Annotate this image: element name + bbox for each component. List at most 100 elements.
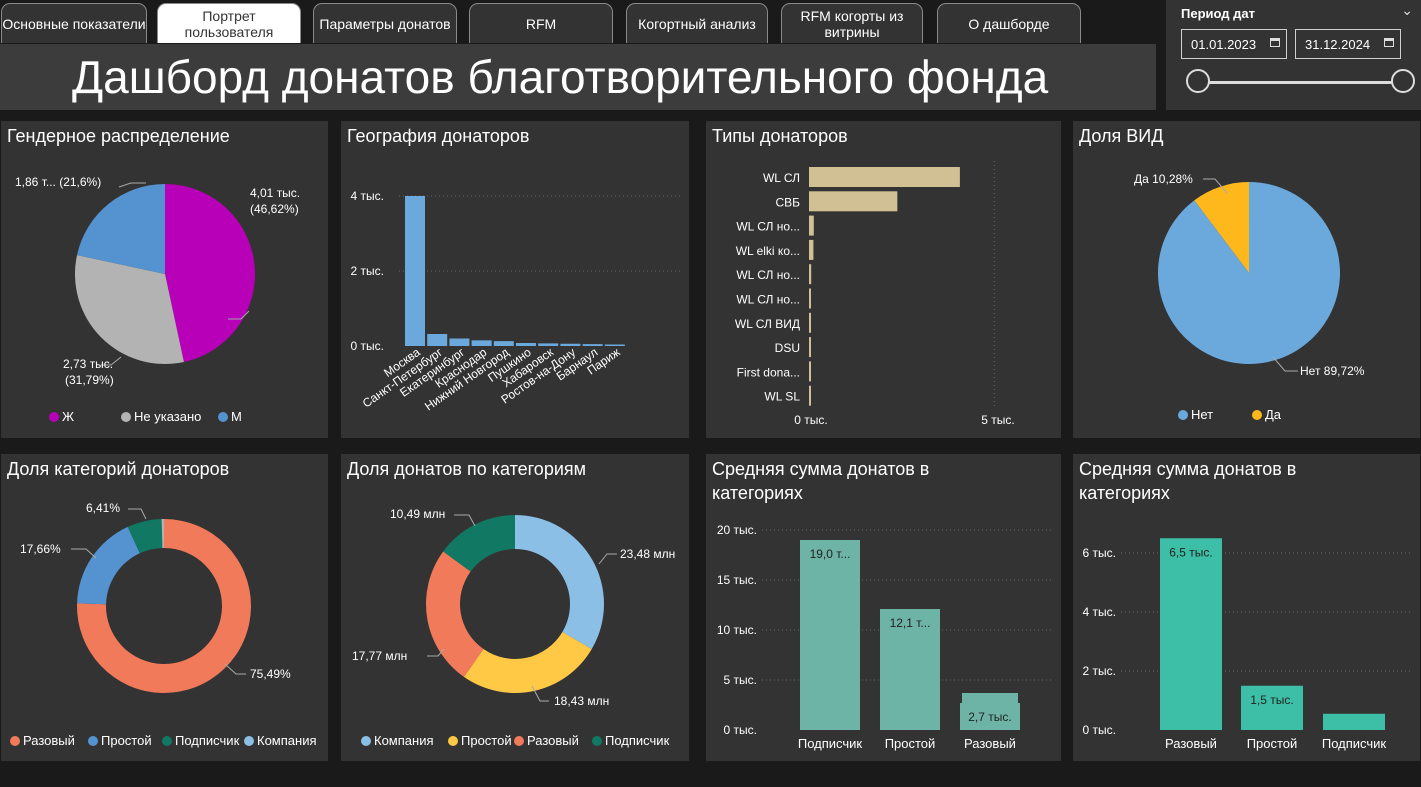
- bar-1: [880, 609, 940, 730]
- legend-label: Да: [1265, 407, 1282, 422]
- leader-line: [598, 553, 617, 565]
- y-tick-label: WL СЛ: [763, 171, 800, 185]
- category-donut-chart: 75,49% 17,66% 6,41% Разовый Простой Подписчик…: [10, 501, 317, 748]
- legend-marker: [361, 736, 371, 746]
- calendar-icon[interactable]: [1270, 38, 1280, 47]
- bar-2: [1323, 713, 1385, 730]
- bar-0: [1160, 538, 1222, 730]
- donation-donut-chart: 23,48 млн 18,43 млн 17,77 млн 10,49 млн Комп…: [352, 507, 675, 748]
- data-label: 23,48 млн: [620, 547, 675, 561]
- tab-2[interactable]: Параметры донатов: [313, 3, 457, 43]
- card-title: Доля категорий донаторов: [7, 459, 230, 479]
- title-bar: Дашборд донатов благотворительного фонда: [0, 44, 1156, 110]
- bar-7: [809, 337, 811, 358]
- bar-0: [800, 540, 860, 730]
- y-tick-label: СВБ: [775, 195, 800, 209]
- data-label: 2,73 тыс.: [63, 357, 113, 371]
- legend-label: Ж: [62, 409, 74, 424]
- slice-yes: [1194, 182, 1250, 273]
- bar-6: [809, 312, 811, 333]
- card-title: Гендерное распределение: [7, 126, 230, 146]
- slice-pod: [443, 515, 515, 572]
- data-label: (31,79%): [65, 373, 114, 387]
- vid-card: Доля ВИД Да 10,28% Нет 89,72% Нет Да: [1073, 121, 1420, 438]
- slice-raz: [426, 551, 484, 677]
- legend-marker: [49, 412, 59, 422]
- bar-2: [449, 338, 470, 346]
- legend-label: Разовый: [23, 733, 75, 748]
- slice-raz: [77, 519, 252, 693]
- leader-line: [454, 514, 476, 527]
- bar-9: [809, 385, 811, 406]
- data-label: 19,0 т...: [810, 547, 851, 561]
- y-tick-label: 0 тыс.: [724, 723, 757, 737]
- card-title: Средняя сумма донатов в категориях: [712, 459, 930, 503]
- data-label: 1,86 т... (21,6%): [15, 175, 101, 189]
- data-label: (46,62%): [250, 202, 299, 216]
- y-tick-label: WL СЛ но...: [736, 220, 800, 234]
- leader-line: [71, 548, 97, 559]
- y-tick-label: DSU: [775, 341, 800, 355]
- legend-marker: [10, 736, 20, 746]
- start-date-input[interactable]: 01.01.2023: [1181, 29, 1287, 59]
- end-date-input[interactable]: 31.12.2024: [1295, 29, 1401, 59]
- bar-0: [809, 167, 960, 187]
- data-label: 17,66%: [20, 542, 61, 556]
- leader-line: [531, 685, 549, 702]
- avg-bar-chart-1: 20 тыс. 15 тыс. 10 тыс. 5 тыс. 0 тыс. 19,0 т.…: [717, 523, 1054, 751]
- y-tick-label: 20 тыс.: [717, 523, 757, 537]
- slice-komp: [161, 519, 164, 549]
- leader-line: [228, 310, 250, 320]
- bar-5: [516, 343, 536, 346]
- bar-1: [427, 334, 448, 346]
- legend-label: Подписчик: [175, 733, 240, 748]
- date-slider-end-handle[interactable]: [1391, 69, 1415, 93]
- y-tick-label: WL СЛ но...: [736, 293, 800, 307]
- calendar-icon[interactable]: [1384, 38, 1394, 47]
- data-label: 75,49%: [250, 667, 291, 681]
- y-tick-label: WL СЛ но...: [736, 268, 800, 282]
- donation-share-card: Доля донатов по категориям 23,48 млн 18,4…: [341, 454, 689, 761]
- data-label: 6,5 тыс.: [1169, 545, 1212, 559]
- tab-1[interactable]: Портрет пользователя: [157, 3, 301, 43]
- x-tick-label: Разовый: [1165, 736, 1217, 751]
- leader-line: [118, 182, 146, 188]
- tab-3[interactable]: RFM: [469, 3, 613, 43]
- legend-label: М: [231, 409, 242, 424]
- legend-label: Нет: [1191, 407, 1213, 422]
- data-label: 12,1 т...: [890, 616, 931, 630]
- x-tick-label: Разовый: [964, 736, 1016, 751]
- tab-0[interactable]: Основные показатели: [1, 3, 147, 43]
- date-filter: Период дат ⌄ 01.01.2023 31.12.2024: [1166, 0, 1421, 110]
- legend-marker: [448, 736, 458, 746]
- legend-label: Разовый: [527, 733, 579, 748]
- legend-marker: [1178, 410, 1188, 420]
- date-slider-track[interactable]: [1198, 81, 1403, 84]
- start-date-value: 01.01.2023: [1191, 37, 1257, 52]
- bar-8: [809, 361, 811, 382]
- data-label: 4,01 тыс.: [250, 186, 300, 200]
- card-title: География донаторов: [347, 126, 530, 146]
- legend-marker: [244, 736, 254, 746]
- bar-7: [560, 343, 581, 346]
- leader-line: [224, 663, 246, 675]
- geo-bar-chart: 4 тыс.2 тыс.0 тыс.МоскваСанкт-ПетербургЕ…: [351, 189, 681, 413]
- avg-bar-chart-2: 6 тыс. 4 тыс. 2 тыс. 0 тыс. 6,5 тыс. Разовый 1…: [1083, 538, 1413, 751]
- tab-4[interactable]: Когортный анализ: [626, 3, 768, 43]
- date-slider-start-handle[interactable]: [1186, 69, 1210, 93]
- y-tick-label: WL SL: [764, 390, 800, 404]
- legend-marker: [1252, 410, 1262, 420]
- date-filter-label: Период дат: [1181, 6, 1255, 21]
- y-tick-label: 4 тыс.: [351, 189, 384, 203]
- bar-6: [538, 343, 559, 346]
- category-share-card: Доля категорий донаторов 75,49% 17,66% 6,4…: [1, 454, 328, 761]
- types-card: Типы донаторов WL СЛ СВБ WL СЛ но... WL elk…: [706, 121, 1061, 438]
- y-tick-label: 4 тыс.: [1083, 605, 1116, 619]
- tab-5[interactable]: RFM когорты из витрины: [781, 3, 923, 43]
- tab-6[interactable]: О дашборде: [937, 3, 1081, 43]
- chevron-down-icon[interactable]: ⌄: [1401, 2, 1413, 18]
- slice-pro: [463, 631, 592, 693]
- data-label: 18,43 млн: [554, 694, 609, 708]
- avg-donation-card-1: Средняя сумма донатов в категориях 20 ты…: [706, 454, 1061, 761]
- slice-zh: [165, 184, 256, 362]
